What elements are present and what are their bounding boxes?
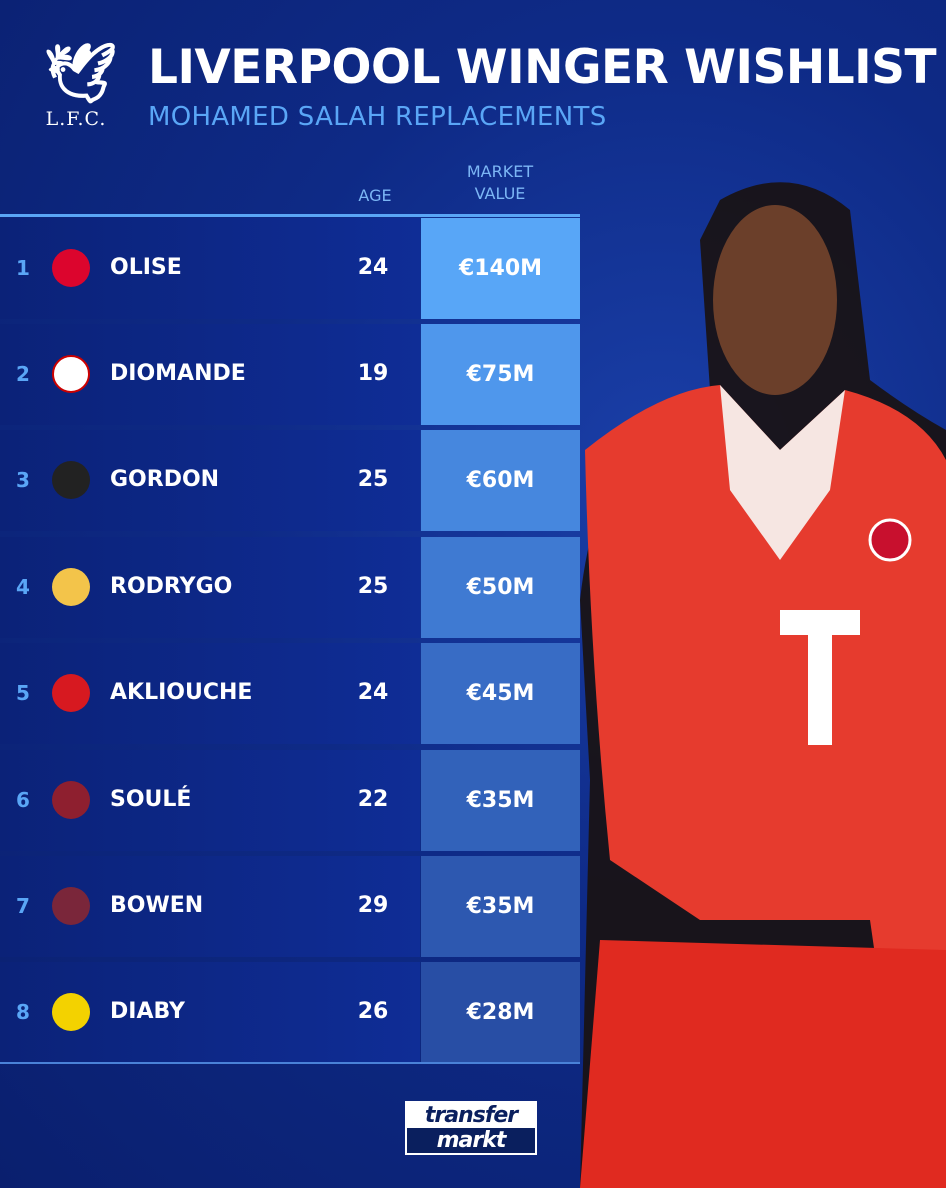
player-age: 22 — [357, 787, 389, 812]
rank: 5 — [16, 681, 30, 705]
as-roma-crest-icon — [52, 781, 90, 819]
player-age: 25 — [357, 467, 389, 492]
player-age: 24 — [357, 680, 389, 705]
liver-bird-icon: 🕊 — [44, 39, 118, 107]
table-row: 3 GORDON 25 €60M — [0, 430, 580, 531]
player-name: GORDON — [110, 467, 220, 492]
rank: 3 — [16, 468, 30, 492]
rank: 2 — [16, 362, 30, 386]
monaco-crest-icon — [52, 674, 90, 712]
player-name: BOWEN — [110, 893, 204, 918]
player-name: SOULÉ — [110, 787, 192, 812]
table-row: 5 AKLIOUCHE 24 €45M — [0, 643, 580, 744]
player-age: 24 — [357, 255, 389, 280]
table-row: 8 DIABY 26 €28M — [0, 962, 580, 1063]
west-ham-crest-icon — [52, 887, 90, 925]
newcastle-crest-icon — [52, 461, 90, 499]
rank: 8 — [16, 1000, 30, 1024]
player-age: 29 — [357, 893, 389, 918]
table-row: 4 RODRYGO 25 €50M — [0, 537, 580, 638]
transfermarkt-logo: transfer markt — [405, 1101, 537, 1155]
market-value: €35M — [421, 750, 580, 851]
market-value: €28M — [421, 962, 580, 1063]
rb-leipzig-crest-icon — [52, 355, 90, 393]
page-title: LIVERPOOL WINGER WISHLIST — [148, 40, 937, 95]
market-value: €60M — [421, 430, 580, 531]
player-age: 25 — [357, 574, 389, 599]
column-header-age: AGE — [358, 186, 392, 205]
table-row: 7 BOWEN 29 €35M — [0, 856, 580, 957]
table-row: 2 DIOMANDE 19 €75M — [0, 324, 580, 425]
player-photo — [580, 182, 946, 1188]
market-value: €75M — [421, 324, 580, 425]
player-name: AKLIOUCHE — [110, 680, 253, 705]
market-value: €35M — [421, 856, 580, 957]
market-value: €45M — [421, 643, 580, 744]
player-name: OLISE — [110, 255, 182, 280]
table-row: 1 OLISE 24 €140M — [0, 218, 580, 319]
bayern-munich-crest-icon — [52, 249, 90, 287]
rank: 1 — [16, 256, 30, 280]
divider — [0, 1062, 580, 1064]
rank: 6 — [16, 788, 30, 812]
player-age: 26 — [357, 999, 389, 1024]
liverpool-crest: 🕊 L.F.C. — [44, 39, 118, 130]
al-ittihad-crest-icon — [52, 993, 90, 1031]
rank: 7 — [16, 894, 30, 918]
real-madrid-crest-icon — [52, 568, 90, 606]
table-row: 6 SOULÉ 22 €35M — [0, 750, 580, 851]
player-age: 19 — [357, 361, 389, 386]
player-name: DIOMANDE — [110, 361, 246, 386]
market-value: €140M — [421, 218, 580, 319]
market-value: €50M — [421, 537, 580, 638]
page-subtitle: MOHAMED SALAH REPLACEMENTS — [148, 102, 607, 132]
rank: 4 — [16, 575, 30, 599]
column-header-market-value: MARKET VALUE — [466, 162, 534, 203]
player-name: RODRYGO — [110, 574, 233, 599]
player-name: DIABY — [110, 999, 185, 1024]
divider — [0, 214, 580, 217]
